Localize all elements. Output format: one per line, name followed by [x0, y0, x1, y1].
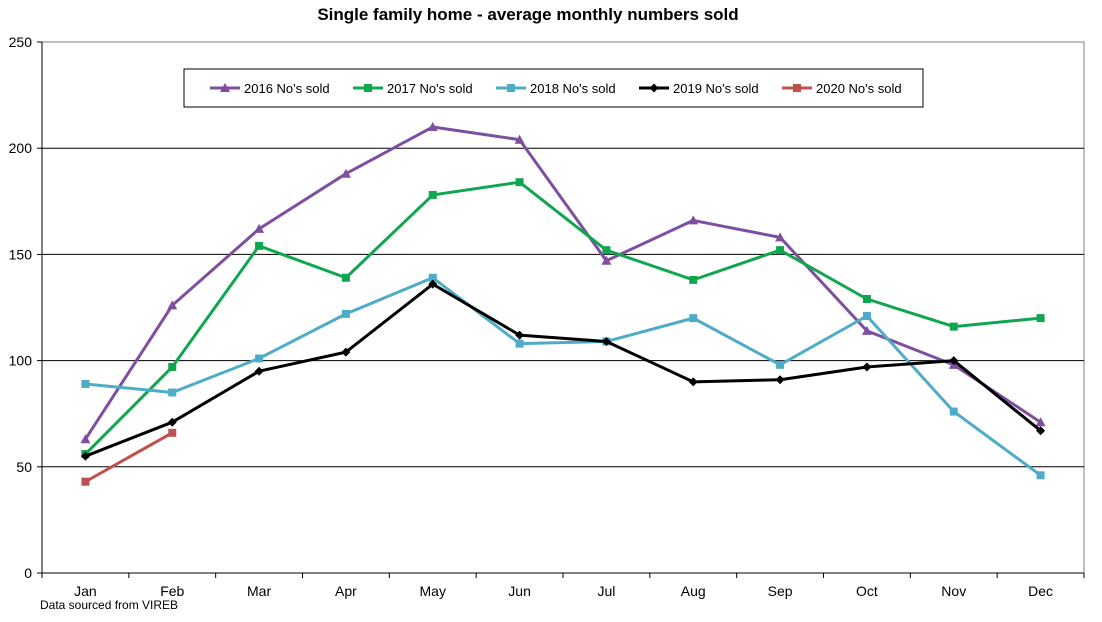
data-point-diamond	[862, 362, 872, 372]
data-point-square	[515, 178, 524, 187]
series-group	[81, 178, 1045, 459]
data-point-square	[515, 339, 524, 348]
data-point-triangle	[340, 168, 351, 178]
series-line	[85, 276, 1042, 477]
series-lines	[80, 121, 1046, 486]
data-point-triangle	[80, 434, 91, 444]
data-point-diamond	[80, 451, 90, 461]
legend-label: 2019 No's sold	[673, 81, 759, 96]
data-point-diamond	[601, 336, 611, 346]
series-line	[84, 431, 173, 483]
data-point-diamond	[167, 417, 177, 427]
x-tick-label: May	[420, 583, 446, 599]
data-point-triangle	[220, 83, 230, 92]
legend: 2016 No's sold 2017 No's sold 2018 No's so…	[183, 68, 924, 108]
x-tick-label: Feb	[160, 583, 184, 599]
series-group	[80, 121, 1046, 444]
data-point-square	[168, 388, 177, 397]
data-point-square	[689, 275, 698, 284]
y-tick-label: 0	[24, 565, 32, 581]
series-line	[84, 282, 1042, 458]
x-tick-label: Dec	[1028, 583, 1053, 599]
data-point-square	[168, 362, 177, 371]
y-tick-label: 100	[9, 353, 33, 369]
data-point-square	[1036, 471, 1045, 480]
grid	[41, 41, 1085, 574]
legend-label: 2018 No's sold	[530, 81, 616, 96]
data-point-square	[793, 84, 801, 92]
data-point-square	[341, 273, 350, 282]
x-tick-label: Jan	[74, 583, 97, 599]
data-point-diamond	[949, 356, 959, 366]
data-point-square	[1036, 314, 1045, 323]
data-point-square	[428, 190, 437, 199]
y-tick-label: 150	[9, 246, 33, 262]
data-point-square	[507, 84, 515, 92]
data-point-diamond	[775, 375, 785, 385]
series-line	[84, 180, 1041, 456]
chart-title: Single family home - average monthly num…	[317, 5, 738, 24]
data-point-square	[776, 246, 785, 255]
series-line	[84, 125, 1042, 441]
x-tick-label: Aug	[681, 583, 706, 599]
data-point-square	[255, 241, 264, 250]
data-point-square	[168, 428, 177, 437]
data-point-triangle	[427, 121, 438, 131]
data-point-diamond	[649, 83, 659, 93]
x-tick-label: Apr	[335, 583, 357, 599]
data-point-square	[949, 407, 958, 416]
data-point-triangle	[167, 300, 178, 310]
x-tick-label: Sep	[768, 583, 793, 599]
data-point-triangle	[254, 223, 265, 233]
data-point-triangle	[688, 215, 699, 225]
data-point-diamond	[515, 330, 525, 340]
data-point-square	[364, 84, 372, 92]
data-point-diamond	[688, 377, 698, 387]
data-point-square	[81, 379, 90, 388]
data-point-square	[776, 360, 785, 369]
data-point-square	[341, 309, 350, 318]
x-tick-label: Oct	[856, 583, 878, 599]
data-point-square	[689, 314, 698, 323]
legend-label: 2020 No's sold	[816, 81, 902, 96]
data-point-triangle	[1035, 417, 1046, 427]
data-point-square	[949, 322, 958, 331]
x-tick-label: Nov	[941, 583, 966, 599]
data-point-square	[428, 273, 437, 282]
y-tick-label: 250	[9, 34, 33, 50]
legend-label: 2017 No's sold	[387, 81, 473, 96]
data-point-triangle	[861, 325, 872, 335]
data-point-square	[862, 295, 871, 304]
data-point-square	[862, 311, 871, 320]
y-tick-label: 50	[16, 459, 32, 475]
data-point-triangle	[775, 232, 786, 242]
data-point-diamond	[1036, 426, 1046, 436]
legend-label: 2016 No's sold	[244, 81, 330, 96]
series-group	[81, 273, 1045, 480]
source-note: Data sourced from VIREB	[40, 598, 178, 612]
x-tick-label: Mar	[247, 583, 271, 599]
data-point-square	[81, 477, 90, 486]
data-point-diamond	[428, 279, 438, 289]
data-point-diamond	[254, 366, 264, 376]
data-point-triangle	[514, 134, 525, 144]
series-group	[80, 279, 1046, 461]
data-point-diamond	[341, 347, 351, 357]
x-tick-label: Jul	[597, 583, 615, 599]
data-point-square	[602, 246, 611, 255]
data-point-triangle	[601, 255, 612, 265]
plot-area-border	[41, 41, 1085, 574]
y-tick-label: 200	[9, 140, 33, 156]
data-point-square	[255, 354, 264, 363]
series-group	[81, 428, 177, 486]
x-tick-label: Jun	[508, 583, 531, 599]
axes: 0 50 100 150 200 250 Jan Feb Mar Apr May Jun Jul Aug S…	[9, 34, 1085, 599]
